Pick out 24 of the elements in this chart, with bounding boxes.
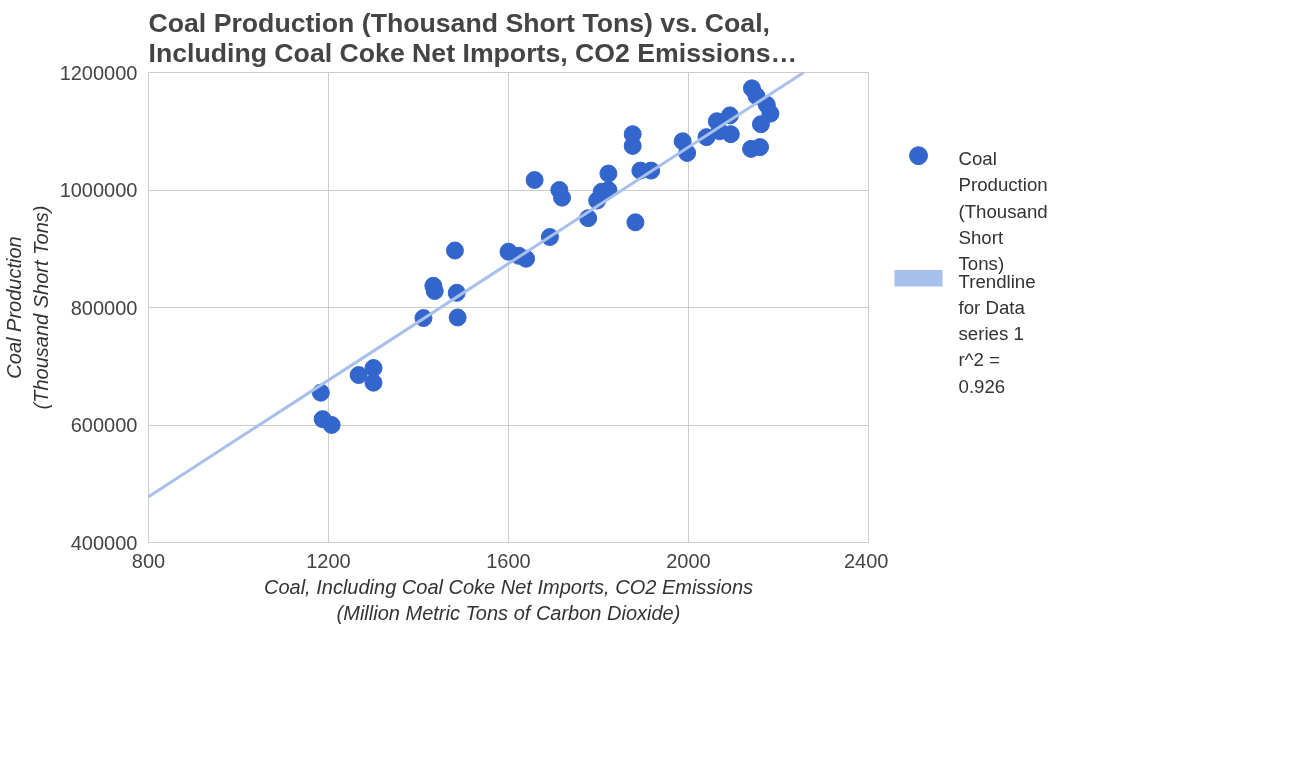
- point: [626, 213, 645, 232]
- point: [761, 104, 780, 123]
- point: [322, 416, 341, 434]
- y-tick-label: 1000000: [59, 179, 138, 201]
- y-axis-title: Coal Production (Thousand Short Tons): [3, 205, 52, 410]
- x-tick-label: 2400: [844, 549, 889, 572]
- point: [525, 171, 544, 189]
- x-tick-label: 1600: [486, 549, 531, 572]
- point: [349, 366, 368, 385]
- point: [445, 241, 464, 260]
- y-tick-label: 600000: [70, 414, 138, 436]
- point: [751, 115, 770, 134]
- x-tick-label: 1200: [306, 549, 351, 572]
- x-tick-label: 2000: [666, 549, 711, 572]
- point: [364, 373, 383, 392]
- y-tick-label: 1200000: [59, 61, 138, 84]
- legend-label: Coal Production (Thousand Short Tons): [958, 148, 1048, 275]
- point: [364, 359, 383, 377]
- x-axis-title: Coal, Including Coal Coke Net Imports, CO2 Emissions (Million Metric Tons of Carbon Dioxide): [263, 575, 754, 624]
- y-tick-label: 800000: [70, 296, 138, 319]
- point: [721, 125, 740, 144]
- point: [599, 164, 618, 183]
- chart-title: Coal Production (Thousand Short Tons) vs. Coal, Including Coal Coke Net Imports, CO2 Emissions…: [148, 7, 798, 68]
- point: [448, 308, 467, 327]
